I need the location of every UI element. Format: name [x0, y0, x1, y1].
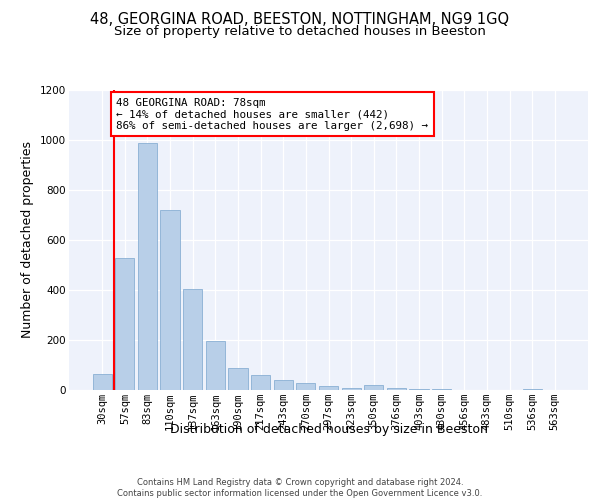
- Text: 48 GEORGINA ROAD: 78sqm
← 14% of detached houses are smaller (442)
86% of semi-d: 48 GEORGINA ROAD: 78sqm ← 14% of detache…: [116, 98, 428, 130]
- Bar: [523, 389, 542, 390]
- Bar: [364, 385, 383, 390]
- Bar: [160, 210, 180, 390]
- Bar: [387, 388, 406, 390]
- Y-axis label: Number of detached properties: Number of detached properties: [22, 142, 34, 338]
- Bar: [432, 389, 451, 390]
- Bar: [319, 386, 338, 390]
- Bar: [296, 383, 316, 390]
- Bar: [229, 368, 248, 390]
- Bar: [183, 289, 202, 390]
- Text: Size of property relative to detached houses in Beeston: Size of property relative to detached ho…: [114, 25, 486, 38]
- Bar: [409, 389, 428, 390]
- Bar: [341, 388, 361, 390]
- Bar: [92, 374, 112, 390]
- Bar: [274, 380, 293, 390]
- Text: Distribution of detached houses by size in Beeston: Distribution of detached houses by size …: [170, 422, 488, 436]
- Bar: [206, 341, 225, 390]
- Bar: [115, 258, 134, 390]
- Bar: [251, 375, 270, 390]
- Text: Contains HM Land Registry data © Crown copyright and database right 2024.
Contai: Contains HM Land Registry data © Crown c…: [118, 478, 482, 498]
- Text: 48, GEORGINA ROAD, BEESTON, NOTTINGHAM, NG9 1GQ: 48, GEORGINA ROAD, BEESTON, NOTTINGHAM, …: [91, 12, 509, 28]
- Bar: [138, 142, 157, 390]
